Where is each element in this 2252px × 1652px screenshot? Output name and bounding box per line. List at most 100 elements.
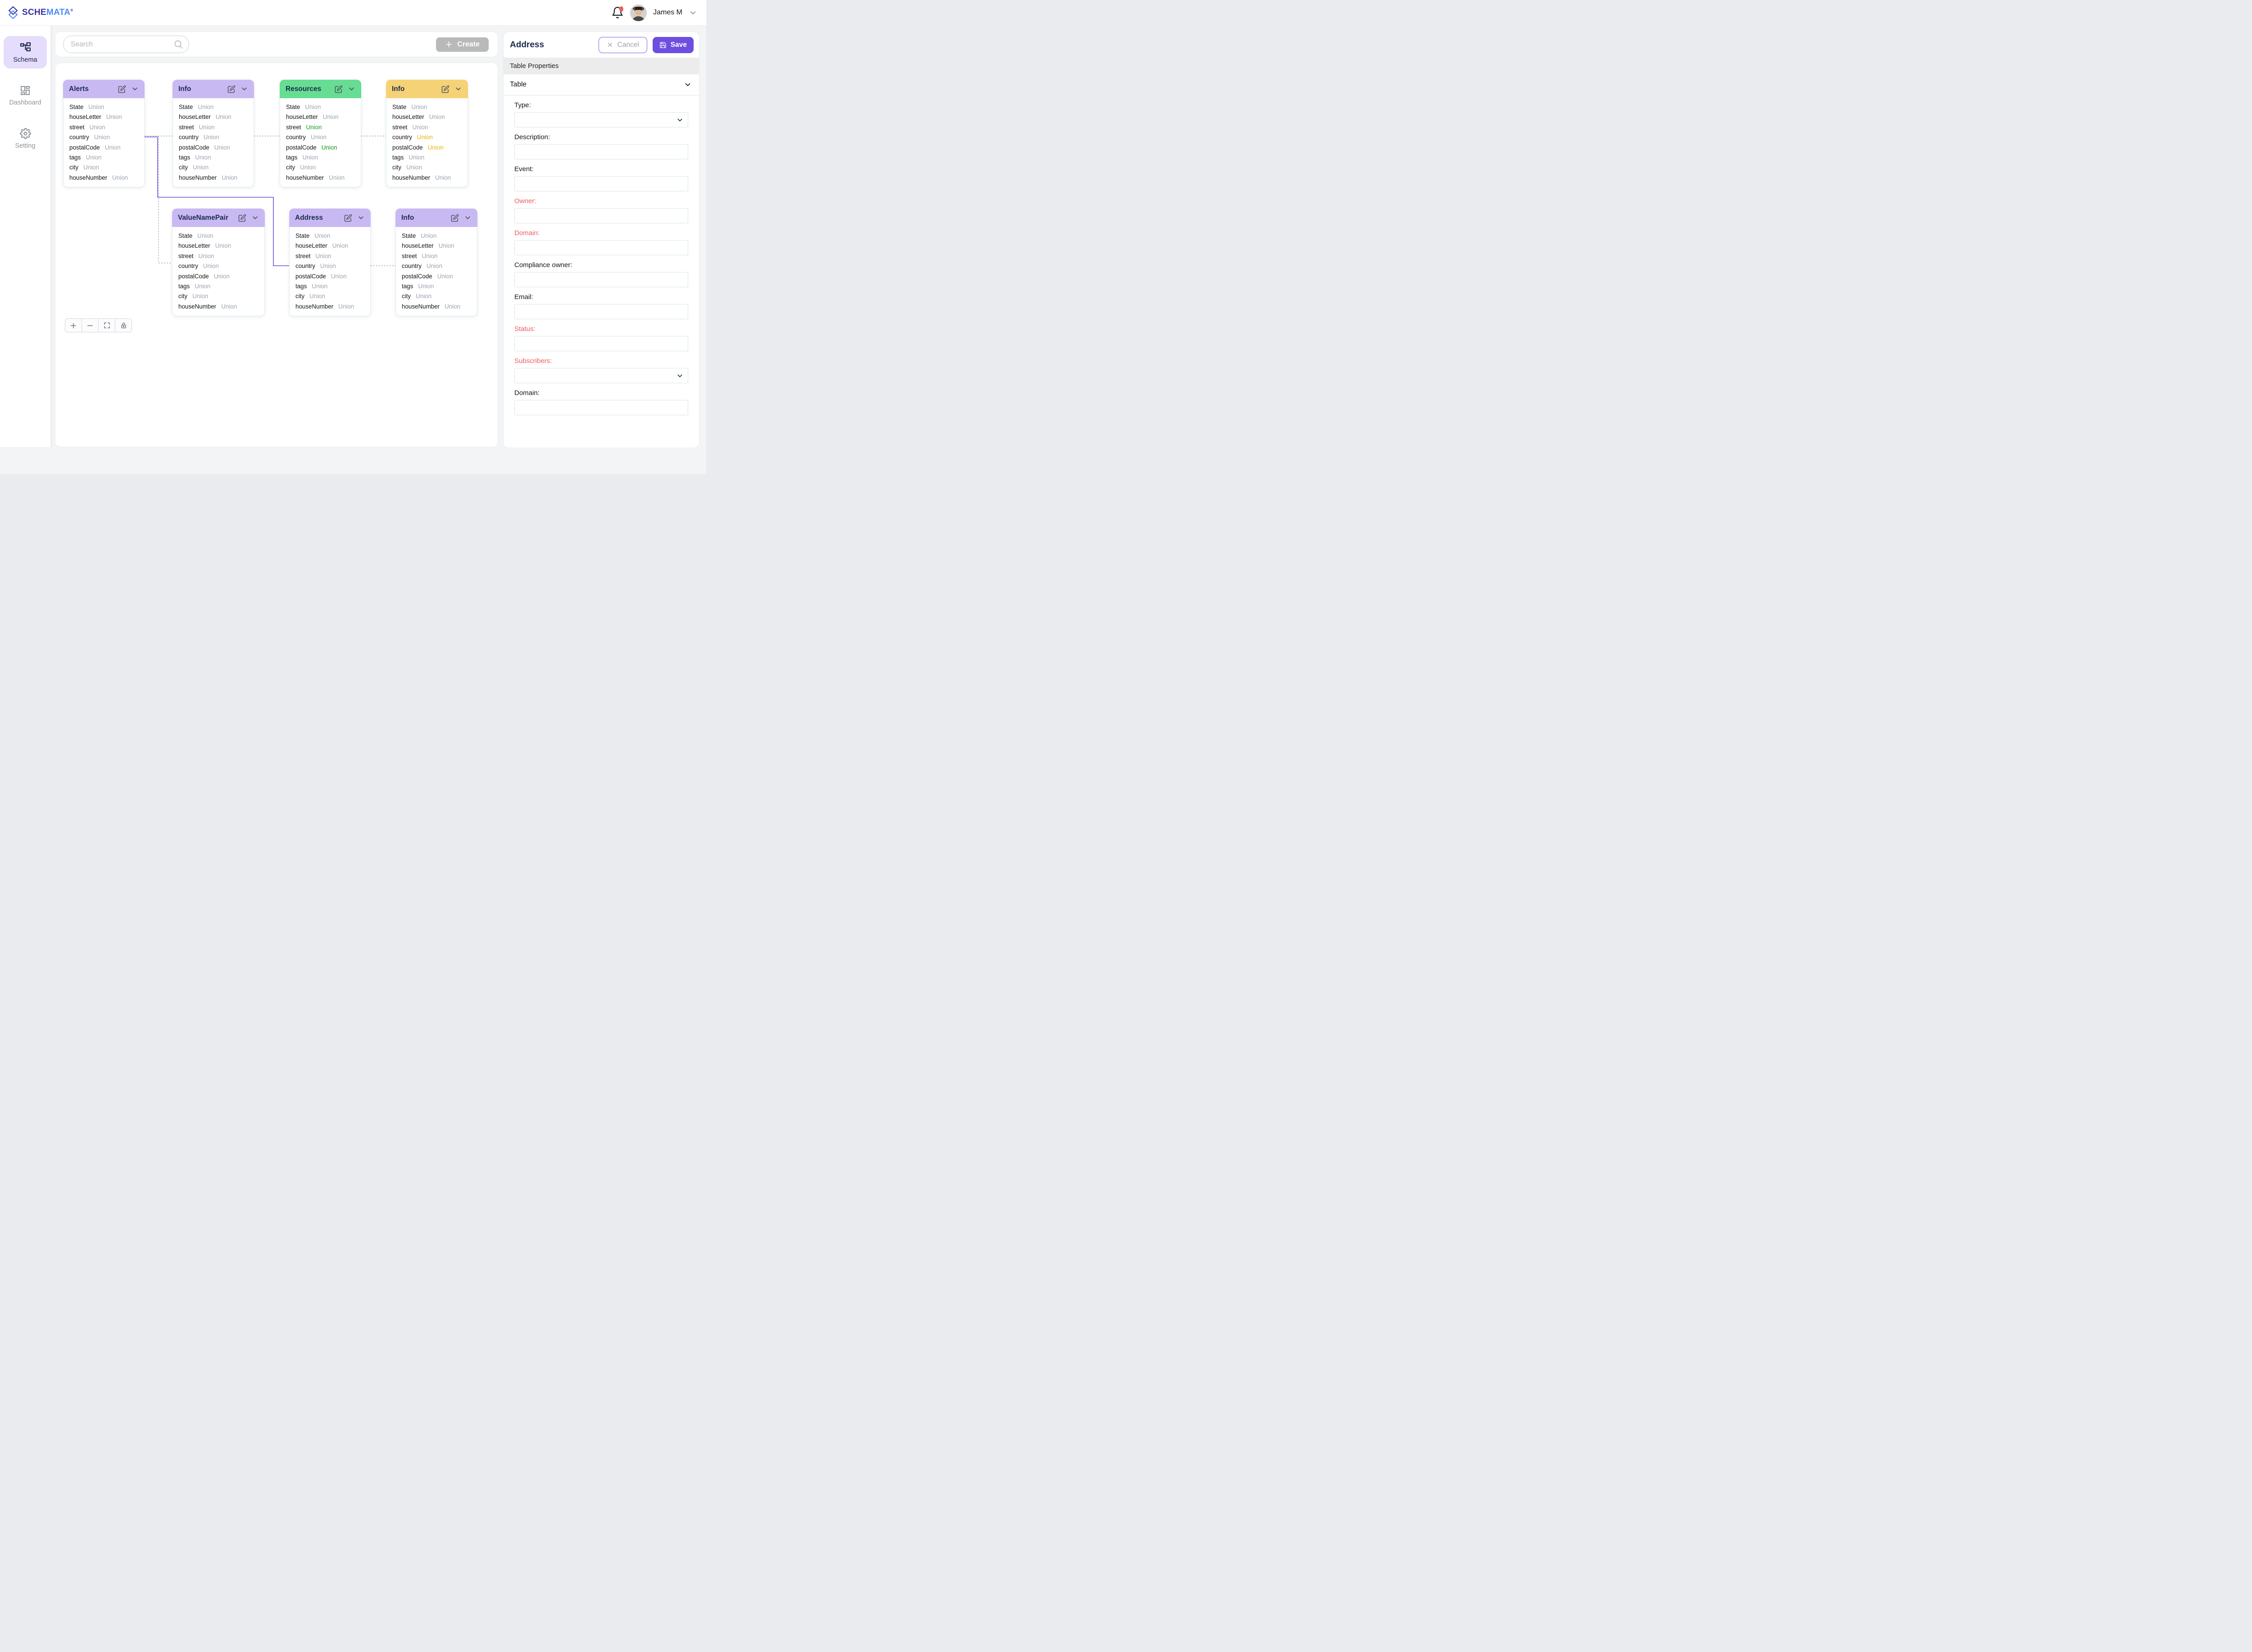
brand-logo[interactable]: SCHEMATA® [7, 6, 73, 19]
table-title: Info [392, 85, 405, 93]
field-input[interactable] [514, 336, 688, 351]
notification-badge [619, 6, 624, 12]
create-button[interactable]: Create [436, 37, 489, 52]
lock-button[interactable] [115, 318, 132, 332]
field-select[interactable] [514, 368, 688, 383]
field-type: Union [426, 263, 442, 270]
sidebar: Schema Dashboard Setting [0, 26, 50, 447]
notifications-button[interactable] [611, 6, 624, 19]
table-header[interactable]: Info [395, 209, 477, 227]
field-row: postalCode Union [392, 143, 462, 153]
field-input[interactable] [514, 400, 688, 415]
user-menu-chevron-icon[interactable] [689, 9, 697, 17]
field-type: Union [83, 164, 100, 171]
field-row: postalCode Union [179, 143, 248, 153]
zoom-in-button[interactable] [65, 318, 82, 332]
field-row: street Union [286, 123, 355, 132]
edit-icon[interactable] [451, 214, 459, 222]
field-input[interactable] [514, 272, 688, 287]
canvas-toolbar: Create [55, 32, 498, 57]
schema-canvas[interactable]: Alerts State Union houseLetter Union street Un… [55, 63, 498, 447]
create-label: Create [457, 40, 480, 48]
field-row: houseNumber Union [179, 173, 248, 183]
panel-field-subscribers: Subscribers: [514, 357, 688, 383]
schema-table-info: Info State Union houseLetter Union street Unio… [395, 209, 477, 317]
field-name: city [178, 293, 188, 300]
field-name: postalCode [69, 144, 100, 151]
field-select[interactable] [514, 112, 688, 127]
field-name: street [179, 123, 194, 131]
table-fields: State Union houseLetter Union street Union cou… [280, 98, 361, 188]
field-name: country [295, 263, 315, 270]
edit-icon[interactable] [441, 85, 449, 93]
edit-icon[interactable] [344, 214, 352, 222]
edit-icon[interactable] [227, 85, 236, 93]
table-header[interactable]: Resources [280, 80, 361, 98]
field-type: Union [215, 242, 231, 250]
table-fields: State Union houseLetter Union street Union cou… [63, 98, 145, 188]
field-input[interactable] [514, 176, 688, 191]
edit-icon[interactable] [335, 85, 343, 93]
field-row: street Union [179, 123, 248, 132]
avatar[interactable] [630, 4, 647, 21]
search-input[interactable] [63, 36, 189, 53]
field-name: city [295, 293, 305, 300]
table-header[interactable]: ValueNamePair [172, 209, 265, 227]
search-icon [174, 40, 183, 49]
sidebar-item-schema[interactable]: Schema [4, 36, 47, 68]
field-name: State [392, 104, 407, 110]
field-name: houseLetter [69, 113, 101, 121]
field-type: Union [302, 154, 318, 161]
field-input[interactable] [514, 208, 688, 223]
save-button[interactable]: Save [652, 36, 694, 53]
field-input[interactable] [514, 304, 688, 319]
table-header[interactable]: Alerts [63, 80, 145, 98]
sidebar-item-label: Setting [15, 142, 36, 150]
table-header[interactable]: Address [289, 209, 371, 227]
collapse-chevron-icon[interactable] [241, 85, 248, 93]
table-header[interactable]: Info [386, 80, 468, 98]
panel-field-status: Status: [514, 325, 688, 351]
avatar-image [630, 4, 647, 21]
collapse-chevron-icon[interactable] [454, 85, 462, 93]
panel-field-type: Type: [514, 101, 688, 127]
field-label: Subscribers: [514, 357, 552, 365]
field-name: houseNumber [402, 303, 440, 310]
field-name: houseLetter [179, 113, 211, 121]
field-type: Union [222, 174, 238, 181]
sidebar-item-setting[interactable]: Setting [4, 122, 47, 154]
close-icon [608, 43, 612, 47]
field-row: city Union [178, 291, 259, 301]
collapse-chevron-icon[interactable] [131, 85, 139, 93]
cancel-button[interactable]: Cancel [598, 36, 647, 53]
field-name: houseNumber [179, 174, 217, 181]
field-type: Union [203, 263, 219, 270]
collapse-chevron-icon[interactable] [357, 214, 365, 222]
table-fields: State Union houseLetter Union street Union cou… [173, 98, 254, 188]
field-label: Email: [514, 293, 533, 301]
zoom-out-button[interactable] [82, 318, 99, 332]
field-input[interactable] [514, 240, 688, 255]
fit-view-button[interactable] [98, 318, 115, 332]
field-name: State [286, 104, 300, 110]
field-name: houseNumber [69, 174, 108, 181]
table-title: Info [178, 85, 191, 93]
edit-icon[interactable] [238, 214, 246, 222]
field-name: tags [392, 154, 404, 161]
accordion-table[interactable]: Table [504, 74, 699, 95]
collapse-chevron-icon[interactable] [348, 85, 355, 93]
field-name: city [179, 164, 188, 171]
field-label: Event: [514, 165, 534, 173]
sidebar-item-dashboard[interactable]: Dashboard [4, 79, 47, 111]
edit-icon[interactable] [118, 85, 126, 93]
schema-icon [20, 42, 31, 51]
collapse-chevron-icon[interactable] [251, 214, 259, 222]
field-input[interactable] [514, 144, 688, 159]
field-label: Domain: [514, 229, 540, 237]
field-type: Union [322, 113, 339, 121]
field-row: houseLetter Union [392, 112, 462, 122]
field-row: postalCode Union [69, 143, 138, 153]
field-row: country Union [179, 132, 248, 142]
collapse-chevron-icon[interactable] [464, 214, 472, 222]
table-header[interactable]: Info [173, 80, 254, 98]
